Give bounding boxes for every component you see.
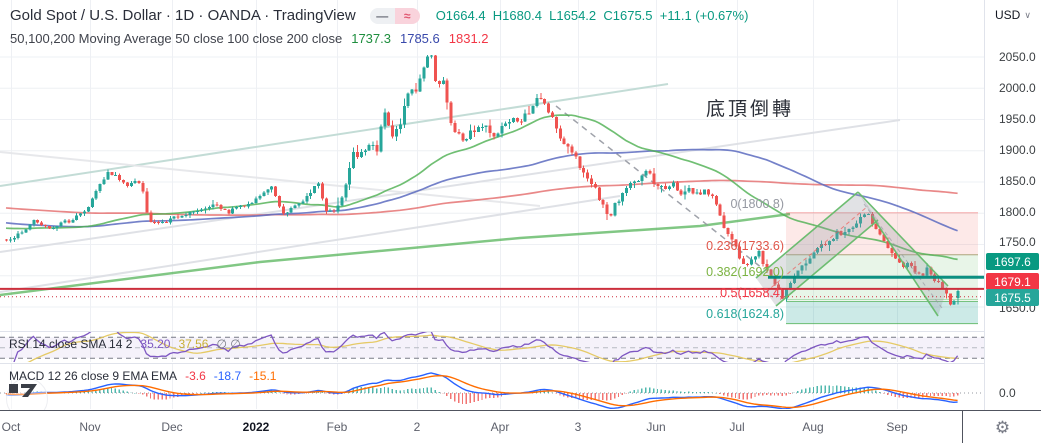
fib-level-label-0.236: 0.236(1733.6) [706,238,784,253]
price-tick: 2000.0 [999,81,1036,95]
ma100-value: 1785.6 [399,31,440,46]
price-tick: 1950.0 [999,112,1036,126]
rsi-pane[interactable] [0,332,984,362]
macd-indicator-label[interactable]: MACD 12 26 close 9 EMA EMA [9,369,178,383]
macd-line-value: -18.7 [213,369,242,383]
time-tick-Sep: Sep [886,420,908,434]
macd-signal-value: -15.1 [249,369,277,383]
chevron-down-icon: ∨ [1024,9,1031,20]
fib-level-label-0.382: 0.382(1692.0) [706,264,784,279]
pane-separator[interactable] [0,331,1041,332]
pattern-annotation-text: 底頂倒轉 [706,99,795,120]
price-axis[interactable]: USD ∨ 0.0 2050.0 2000.0 1950.0 1900.0 1850.0… [984,0,1041,410]
pane-separator[interactable] [0,363,1041,364]
time-tick-2022: 2022 [242,420,270,434]
time-tick-Oct: Oct [1,420,21,434]
fib-level-label-0: 0(1800.8) [730,196,784,211]
price-badge: 1675.5 [986,289,1039,306]
price-badge: 1697.6 [986,253,1039,270]
ma200-value: 1831.2 [448,31,489,46]
rsi-indicator-label[interactable]: RSI 14 close SMA 14 2 [9,337,133,351]
price-tick: 1750.0 [999,235,1036,249]
time-tick-Jun: Jun [646,420,666,434]
rsi-hidden-values: ∅ ∅ [216,337,241,351]
macd-pane[interactable] [0,364,984,409]
ma-indicator-label[interactable]: 50,100,200 Moving Average 50 close 100 c… [10,31,343,46]
price-tick: 2050.0 [999,50,1036,64]
rsi-sma-value: 37.56 [178,337,209,351]
axis-settings-cell: ⚙ [962,411,1041,443]
time-tick-Aug: Aug [802,420,824,434]
macd-hist-value: -3.6 [185,369,206,383]
time-tick-2: 2 [413,420,421,434]
time-tick-Nov: Nov [79,420,101,434]
price-tick: 1850.0 [999,174,1036,188]
macd-zero-tick: 0.0 [999,386,1016,400]
time-tick-3: 3 [574,420,582,434]
currency-label: USD [995,8,1021,22]
ma50-value: 1737.3 [351,31,391,46]
ohlc-values: O1664.4 H1680.4 L1654.2 C1675.5 +11.1 (+… [435,8,749,23]
time-axis[interactable]: ⚙ Oct Nov Dec 2022 Feb 2 Apr 3 Jun Jul Aug Sep [0,410,1041,443]
indicator-toggle-pills[interactable]: — ≈ [369,7,420,24]
time-tick-Apr: Apr [490,420,510,434]
fib-level-label-0.5: 0.5(1658.4) [720,285,784,300]
time-tick-Feb: Feb [326,420,348,434]
time-tick-Dec: Dec [161,420,183,434]
fib-level-label-0.618: 0.618(1624.8) [706,306,784,321]
main-price-pane[interactable] [0,0,984,331]
gear-icon[interactable]: ⚙ [994,417,1011,437]
dash-icon[interactable]: — [369,7,395,24]
approx-icon[interactable]: ≈ [394,7,420,24]
price-tick: 1900.0 [999,143,1036,157]
price-badge: 1679.1 [986,273,1039,290]
symbol-title[interactable]: Gold Spot / U.S. Dollar · 1D · OANDA · T… [10,7,356,24]
currency-selector[interactable]: USD ∨ [995,8,1031,22]
price-tick: 1800.0 [999,205,1036,219]
time-tick-Jul: Jul [729,420,745,434]
tradingview-logo-icon [9,384,37,397]
rsi-value: 35.20 [140,337,171,351]
